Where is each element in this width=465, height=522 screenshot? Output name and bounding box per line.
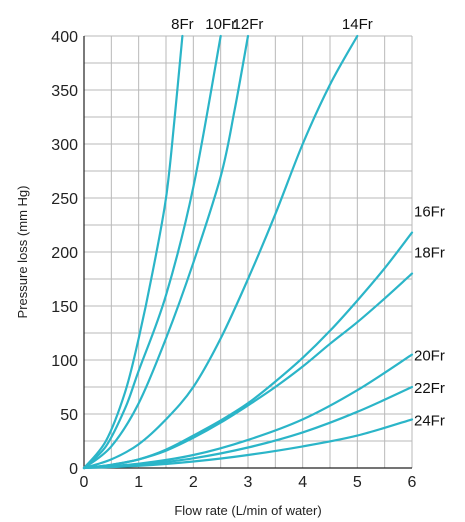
y-axis-title: Pressure loss (mm Hg) [15, 186, 30, 319]
series-label-10fr: 10Fr [205, 16, 236, 33]
series-label-22fr: 22Fr [414, 380, 445, 397]
y-tick-label: 100 [51, 353, 78, 370]
x-axis-title: Flow rate (L/min of water) [174, 503, 321, 518]
axes [83, 36, 412, 469]
y-tick-label: 250 [51, 191, 78, 208]
series-label-14fr: 14Fr [342, 16, 373, 33]
y-tick-label: 400 [51, 29, 78, 46]
series-line-18fr [82, 272, 414, 470]
series-line-10fr [82, 34, 222, 470]
series-lines [82, 34, 414, 470]
x-tick-label: 3 [244, 474, 253, 491]
series-line-12fr [82, 34, 250, 470]
x-tick-label: 5 [353, 474, 362, 491]
series-label-16fr: 16Fr [414, 204, 445, 221]
y-tick-label: 300 [51, 137, 78, 154]
y-tick-label: 50 [60, 407, 78, 424]
x-tick-label: 0 [80, 474, 89, 491]
x-tick-label: 4 [298, 474, 307, 491]
x-tick-label: 6 [408, 474, 417, 491]
y-tick-label: 150 [51, 299, 78, 316]
y-tick-label: 0 [69, 461, 78, 478]
tick-labels: 0 1 2 3 4 5 6 0 50 100 150 200 250 300 350 400 [51, 29, 416, 491]
series-label-8fr: 8Fr [171, 16, 194, 33]
series-label-18fr: 18Fr [414, 245, 445, 262]
x-tick-label: 2 [189, 474, 198, 491]
series-label-20fr: 20Fr [414, 348, 445, 365]
series-label-24fr: 24Fr [414, 412, 445, 429]
series-line-8fr [82, 34, 184, 470]
y-tick-label: 350 [51, 83, 78, 100]
series-line-14fr [82, 34, 359, 470]
series-label-12fr: 12Fr [233, 16, 264, 33]
series-line-24fr [82, 418, 414, 470]
x-tick-label: 1 [134, 474, 143, 491]
y-tick-label: 200 [51, 245, 78, 262]
